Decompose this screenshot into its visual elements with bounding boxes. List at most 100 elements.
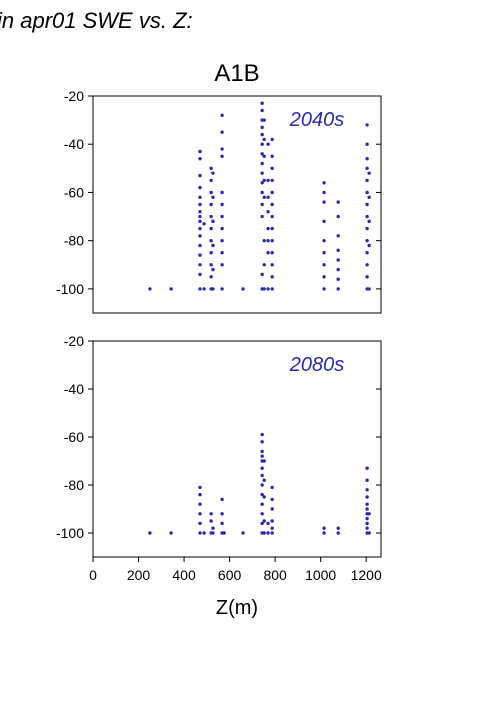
point: [322, 531, 326, 535]
point: [220, 154, 224, 158]
point: [262, 263, 266, 267]
point: [241, 531, 245, 535]
point: [211, 531, 215, 535]
chart-subtitle: A1B: [214, 60, 259, 87]
point: [336, 287, 340, 291]
point: [270, 214, 274, 219]
y-tick-label: -80: [64, 233, 84, 249]
point: [260, 432, 264, 437]
point: [260, 190, 264, 195]
point: [209, 263, 213, 267]
point: [260, 171, 264, 175]
point: [365, 123, 369, 127]
point: [209, 178, 213, 183]
point: [220, 113, 224, 117]
point: [367, 243, 371, 248]
point: [260, 440, 264, 444]
point: [322, 181, 326, 185]
point: [260, 161, 264, 166]
x-axis-label: Z(m): [216, 597, 258, 619]
point: [169, 531, 173, 535]
point: [211, 171, 215, 175]
point: [260, 101, 264, 105]
x-tick-label: 1200: [351, 567, 382, 583]
point: [260, 108, 264, 113]
point: [220, 190, 224, 195]
point: [209, 214, 213, 219]
point: [336, 531, 340, 535]
point: [322, 287, 326, 291]
point: [270, 287, 274, 291]
point: [262, 178, 266, 183]
point: [260, 512, 264, 516]
point: [365, 507, 369, 511]
point: [198, 226, 202, 231]
point: [211, 195, 215, 199]
y-tick-label: -100: [56, 525, 84, 541]
y-tick-label: -60: [64, 184, 84, 200]
point: [198, 210, 202, 214]
point: [220, 263, 224, 267]
point: [365, 263, 369, 267]
point: [365, 495, 369, 499]
point: [270, 485, 274, 490]
point: [198, 531, 202, 535]
point: [148, 287, 152, 291]
point: [270, 202, 274, 207]
point: [336, 526, 340, 530]
point: [211, 526, 215, 530]
point: [260, 132, 264, 137]
point: [270, 154, 274, 158]
point: [198, 149, 202, 154]
point: [198, 485, 202, 490]
point: [367, 171, 371, 175]
point: [198, 502, 202, 506]
point: [365, 521, 369, 526]
point: [198, 263, 202, 267]
point: [367, 195, 371, 199]
point: [365, 526, 369, 530]
point: [202, 222, 206, 226]
point: [322, 219, 326, 224]
point: [270, 251, 274, 255]
plot-frame: [92, 340, 382, 558]
point: [270, 497, 274, 502]
point: [322, 526, 326, 530]
point: [220, 130, 224, 134]
plot-frame: [92, 95, 382, 314]
point: [262, 495, 266, 499]
point: [365, 502, 369, 506]
y-tick-label: -20: [64, 88, 84, 104]
point: [260, 473, 264, 478]
point: [211, 243, 215, 248]
point: [365, 202, 369, 207]
point: [266, 287, 270, 291]
point: [211, 267, 215, 272]
point: [241, 287, 245, 291]
point: [266, 251, 270, 255]
point: [198, 512, 202, 516]
point: [220, 512, 224, 516]
point: [260, 125, 264, 130]
point: [198, 202, 202, 207]
y-tick-label: -60: [64, 429, 84, 445]
point: [209, 190, 213, 195]
point: [260, 449, 264, 454]
point: [270, 178, 274, 183]
point: [198, 253, 202, 257]
point: [336, 234, 340, 238]
point: [270, 226, 274, 231]
point: [322, 251, 326, 255]
point: [365, 190, 369, 195]
point: [260, 492, 264, 497]
point: [260, 142, 264, 146]
point: [209, 512, 213, 516]
point: [262, 118, 266, 122]
point: [266, 238, 270, 243]
x-tick-label: 0: [89, 567, 97, 583]
point: [322, 238, 326, 243]
point: [365, 166, 369, 171]
point: [220, 497, 224, 502]
point: [365, 488, 369, 492]
point: [198, 287, 202, 291]
